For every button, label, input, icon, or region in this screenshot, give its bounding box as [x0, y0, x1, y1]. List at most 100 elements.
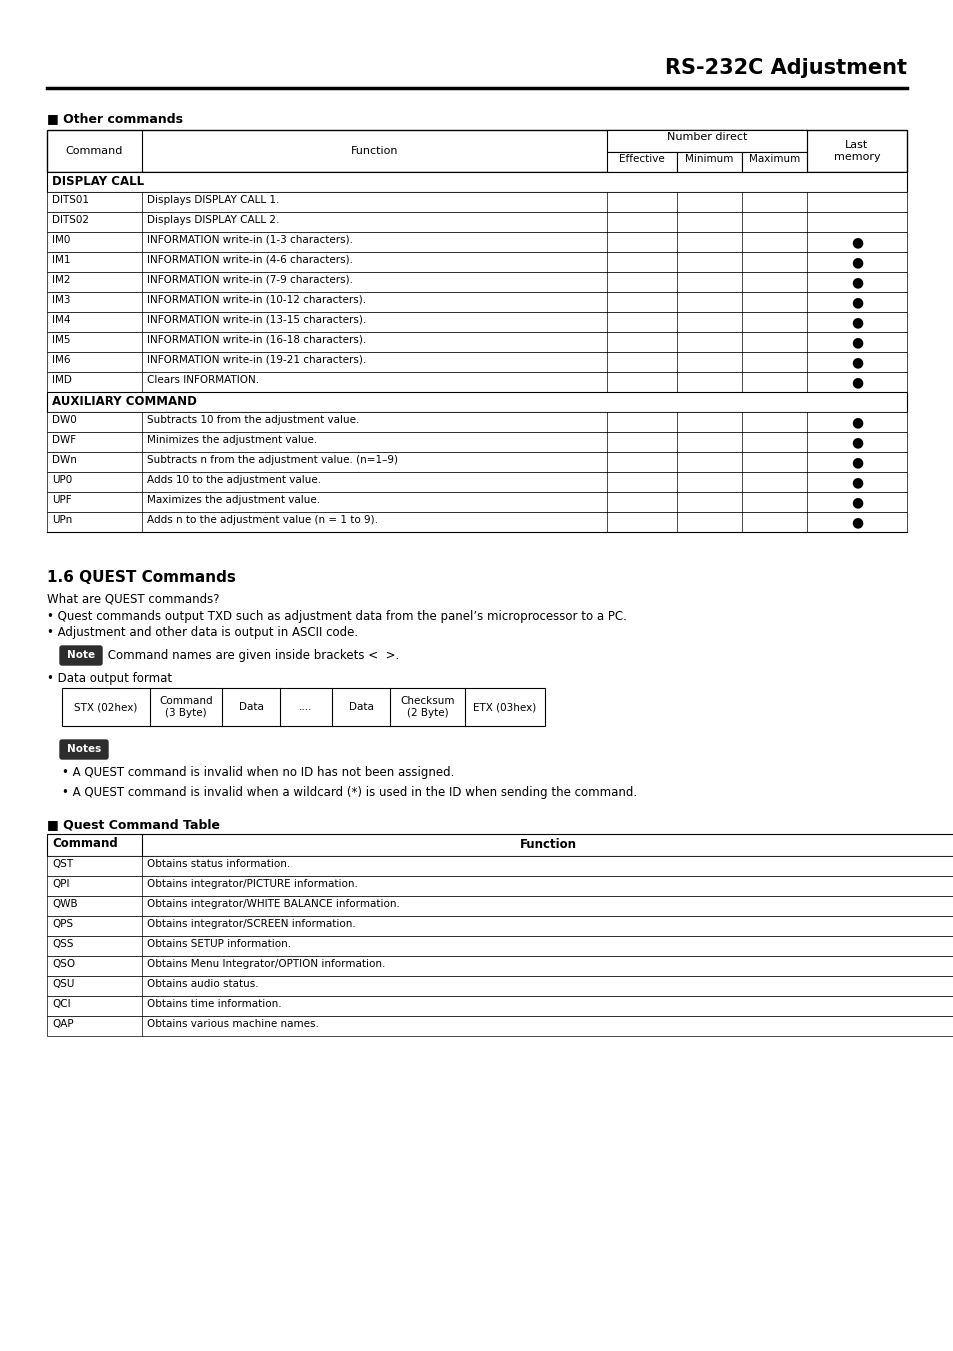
Text: Obtains audio status.: Obtains audio status.: [147, 979, 258, 989]
Text: Note: Note: [67, 650, 95, 661]
Bar: [47, 353, 906, 372]
Bar: [47, 996, 953, 1016]
Text: Checksum
(2 Byte): Checksum (2 Byte): [400, 696, 455, 717]
Bar: [47, 130, 906, 172]
Text: QCI: QCI: [52, 998, 71, 1009]
Text: DW0: DW0: [52, 415, 76, 426]
Text: INFORMATION write-in (7-9 characters).: INFORMATION write-in (7-9 characters).: [147, 276, 353, 285]
Text: QST: QST: [52, 859, 73, 869]
Text: Minimizes the adjustment value.: Minimizes the adjustment value.: [147, 435, 317, 444]
Text: Command: Command: [66, 146, 123, 155]
Bar: [47, 253, 906, 272]
Text: Number direct: Number direct: [666, 132, 746, 142]
Bar: [47, 857, 953, 875]
Text: ●: ●: [850, 415, 862, 430]
Text: INFORMATION write-in (19-21 characters).: INFORMATION write-in (19-21 characters).: [147, 355, 366, 365]
Bar: [62, 688, 544, 725]
Text: STX (02hex): STX (02hex): [74, 703, 137, 712]
Text: Function: Function: [519, 839, 576, 851]
Text: Obtains various machine names.: Obtains various machine names.: [147, 1019, 318, 1029]
Text: ●: ●: [850, 455, 862, 469]
Text: Data: Data: [348, 703, 373, 712]
Text: IM0: IM0: [52, 235, 71, 245]
Text: INFORMATION write-in (16-18 characters).: INFORMATION write-in (16-18 characters).: [147, 335, 366, 345]
Bar: [47, 212, 906, 232]
Bar: [47, 875, 953, 896]
Text: • Quest commands output TXD such as adjustment data from the panel’s microproces: • Quest commands output TXD such as adju…: [47, 611, 626, 623]
Bar: [47, 512, 906, 532]
Bar: [741, 153, 806, 172]
Text: Subtracts n from the adjustment value. (n=1–9): Subtracts n from the adjustment value. (…: [147, 455, 397, 465]
Text: ●: ●: [850, 515, 862, 530]
Text: Adds 10 to the adjustment value.: Adds 10 to the adjustment value.: [147, 476, 321, 485]
Text: INFORMATION write-in (10-12 characters).: INFORMATION write-in (10-12 characters).: [147, 295, 366, 305]
Bar: [606, 130, 806, 153]
Text: • Data output format: • Data output format: [47, 671, 172, 685]
Text: ETX (03hex): ETX (03hex): [473, 703, 536, 712]
FancyBboxPatch shape: [60, 740, 108, 759]
Bar: [47, 392, 906, 412]
Text: ....: ....: [299, 703, 313, 712]
Text: Displays DISPLAY CALL 1.: Displays DISPLAY CALL 1.: [147, 195, 279, 205]
Bar: [47, 432, 906, 453]
Bar: [47, 312, 906, 332]
Bar: [47, 896, 953, 916]
Text: QSU: QSU: [52, 979, 74, 989]
Bar: [47, 192, 906, 212]
Text: IM5: IM5: [52, 335, 71, 345]
Text: 1.6 QUEST Commands: 1.6 QUEST Commands: [47, 570, 235, 585]
Text: Function: Function: [351, 146, 397, 155]
Text: Command
(3 Byte): Command (3 Byte): [159, 696, 213, 717]
Bar: [47, 372, 906, 392]
Text: INFORMATION write-in (13-15 characters).: INFORMATION write-in (13-15 characters).: [147, 315, 366, 326]
Text: ●: ●: [850, 355, 862, 369]
Bar: [47, 492, 906, 512]
Text: Obtains SETUP information.: Obtains SETUP information.: [147, 939, 291, 948]
Text: ●: ●: [850, 255, 862, 269]
Bar: [47, 975, 953, 996]
Bar: [47, 172, 906, 192]
Text: Minimum: Minimum: [684, 154, 733, 163]
Text: DITS02: DITS02: [52, 215, 89, 226]
Text: RS-232C Adjustment: RS-232C Adjustment: [664, 58, 906, 78]
Text: Notes: Notes: [67, 744, 101, 754]
Text: UP0: UP0: [52, 476, 72, 485]
Text: ●: ●: [850, 335, 862, 349]
Bar: [47, 1016, 953, 1036]
Bar: [677, 153, 741, 172]
Text: INFORMATION write-in (1-3 characters).: INFORMATION write-in (1-3 characters).: [147, 235, 353, 245]
Bar: [47, 834, 953, 857]
Text: Obtains integrator/SCREEN information.: Obtains integrator/SCREEN information.: [147, 919, 355, 929]
Text: Last
memory: Last memory: [833, 141, 880, 162]
Text: ●: ●: [850, 235, 862, 249]
Text: Data: Data: [238, 703, 263, 712]
Text: IM4: IM4: [52, 315, 71, 326]
Text: • A QUEST command is invalid when a wildcard (*) is used in the ID when sending : • A QUEST command is invalid when a wild…: [62, 786, 637, 798]
Text: AUXILIARY COMMAND: AUXILIARY COMMAND: [52, 394, 196, 408]
Text: ●: ●: [850, 494, 862, 509]
Bar: [606, 153, 677, 172]
Text: QSS: QSS: [52, 939, 73, 948]
Text: IM1: IM1: [52, 255, 71, 265]
Text: ●: ●: [850, 435, 862, 449]
Text: Command: Command: [52, 838, 117, 850]
Bar: [47, 272, 906, 292]
Text: What are QUEST commands?: What are QUEST commands?: [47, 592, 219, 605]
Bar: [47, 453, 906, 471]
Text: QWB: QWB: [52, 898, 77, 909]
Text: Displays DISPLAY CALL 2.: Displays DISPLAY CALL 2.: [147, 215, 279, 226]
Text: Obtains integrator/WHITE BALANCE information.: Obtains integrator/WHITE BALANCE informa…: [147, 898, 399, 909]
Text: QPI: QPI: [52, 880, 70, 889]
Bar: [47, 412, 906, 432]
Text: IM2: IM2: [52, 276, 71, 285]
Text: Subtracts 10 from the adjustment value.: Subtracts 10 from the adjustment value.: [147, 415, 359, 426]
Text: QSO: QSO: [52, 959, 75, 969]
Text: UPF: UPF: [52, 494, 71, 505]
Text: Clears INFORMATION.: Clears INFORMATION.: [147, 376, 259, 385]
Text: QAP: QAP: [52, 1019, 73, 1029]
Bar: [47, 292, 906, 312]
Text: Maximum: Maximum: [748, 154, 800, 163]
FancyBboxPatch shape: [60, 646, 102, 665]
Text: Effective: Effective: [618, 154, 664, 163]
Text: ■ Other commands: ■ Other commands: [47, 112, 183, 126]
